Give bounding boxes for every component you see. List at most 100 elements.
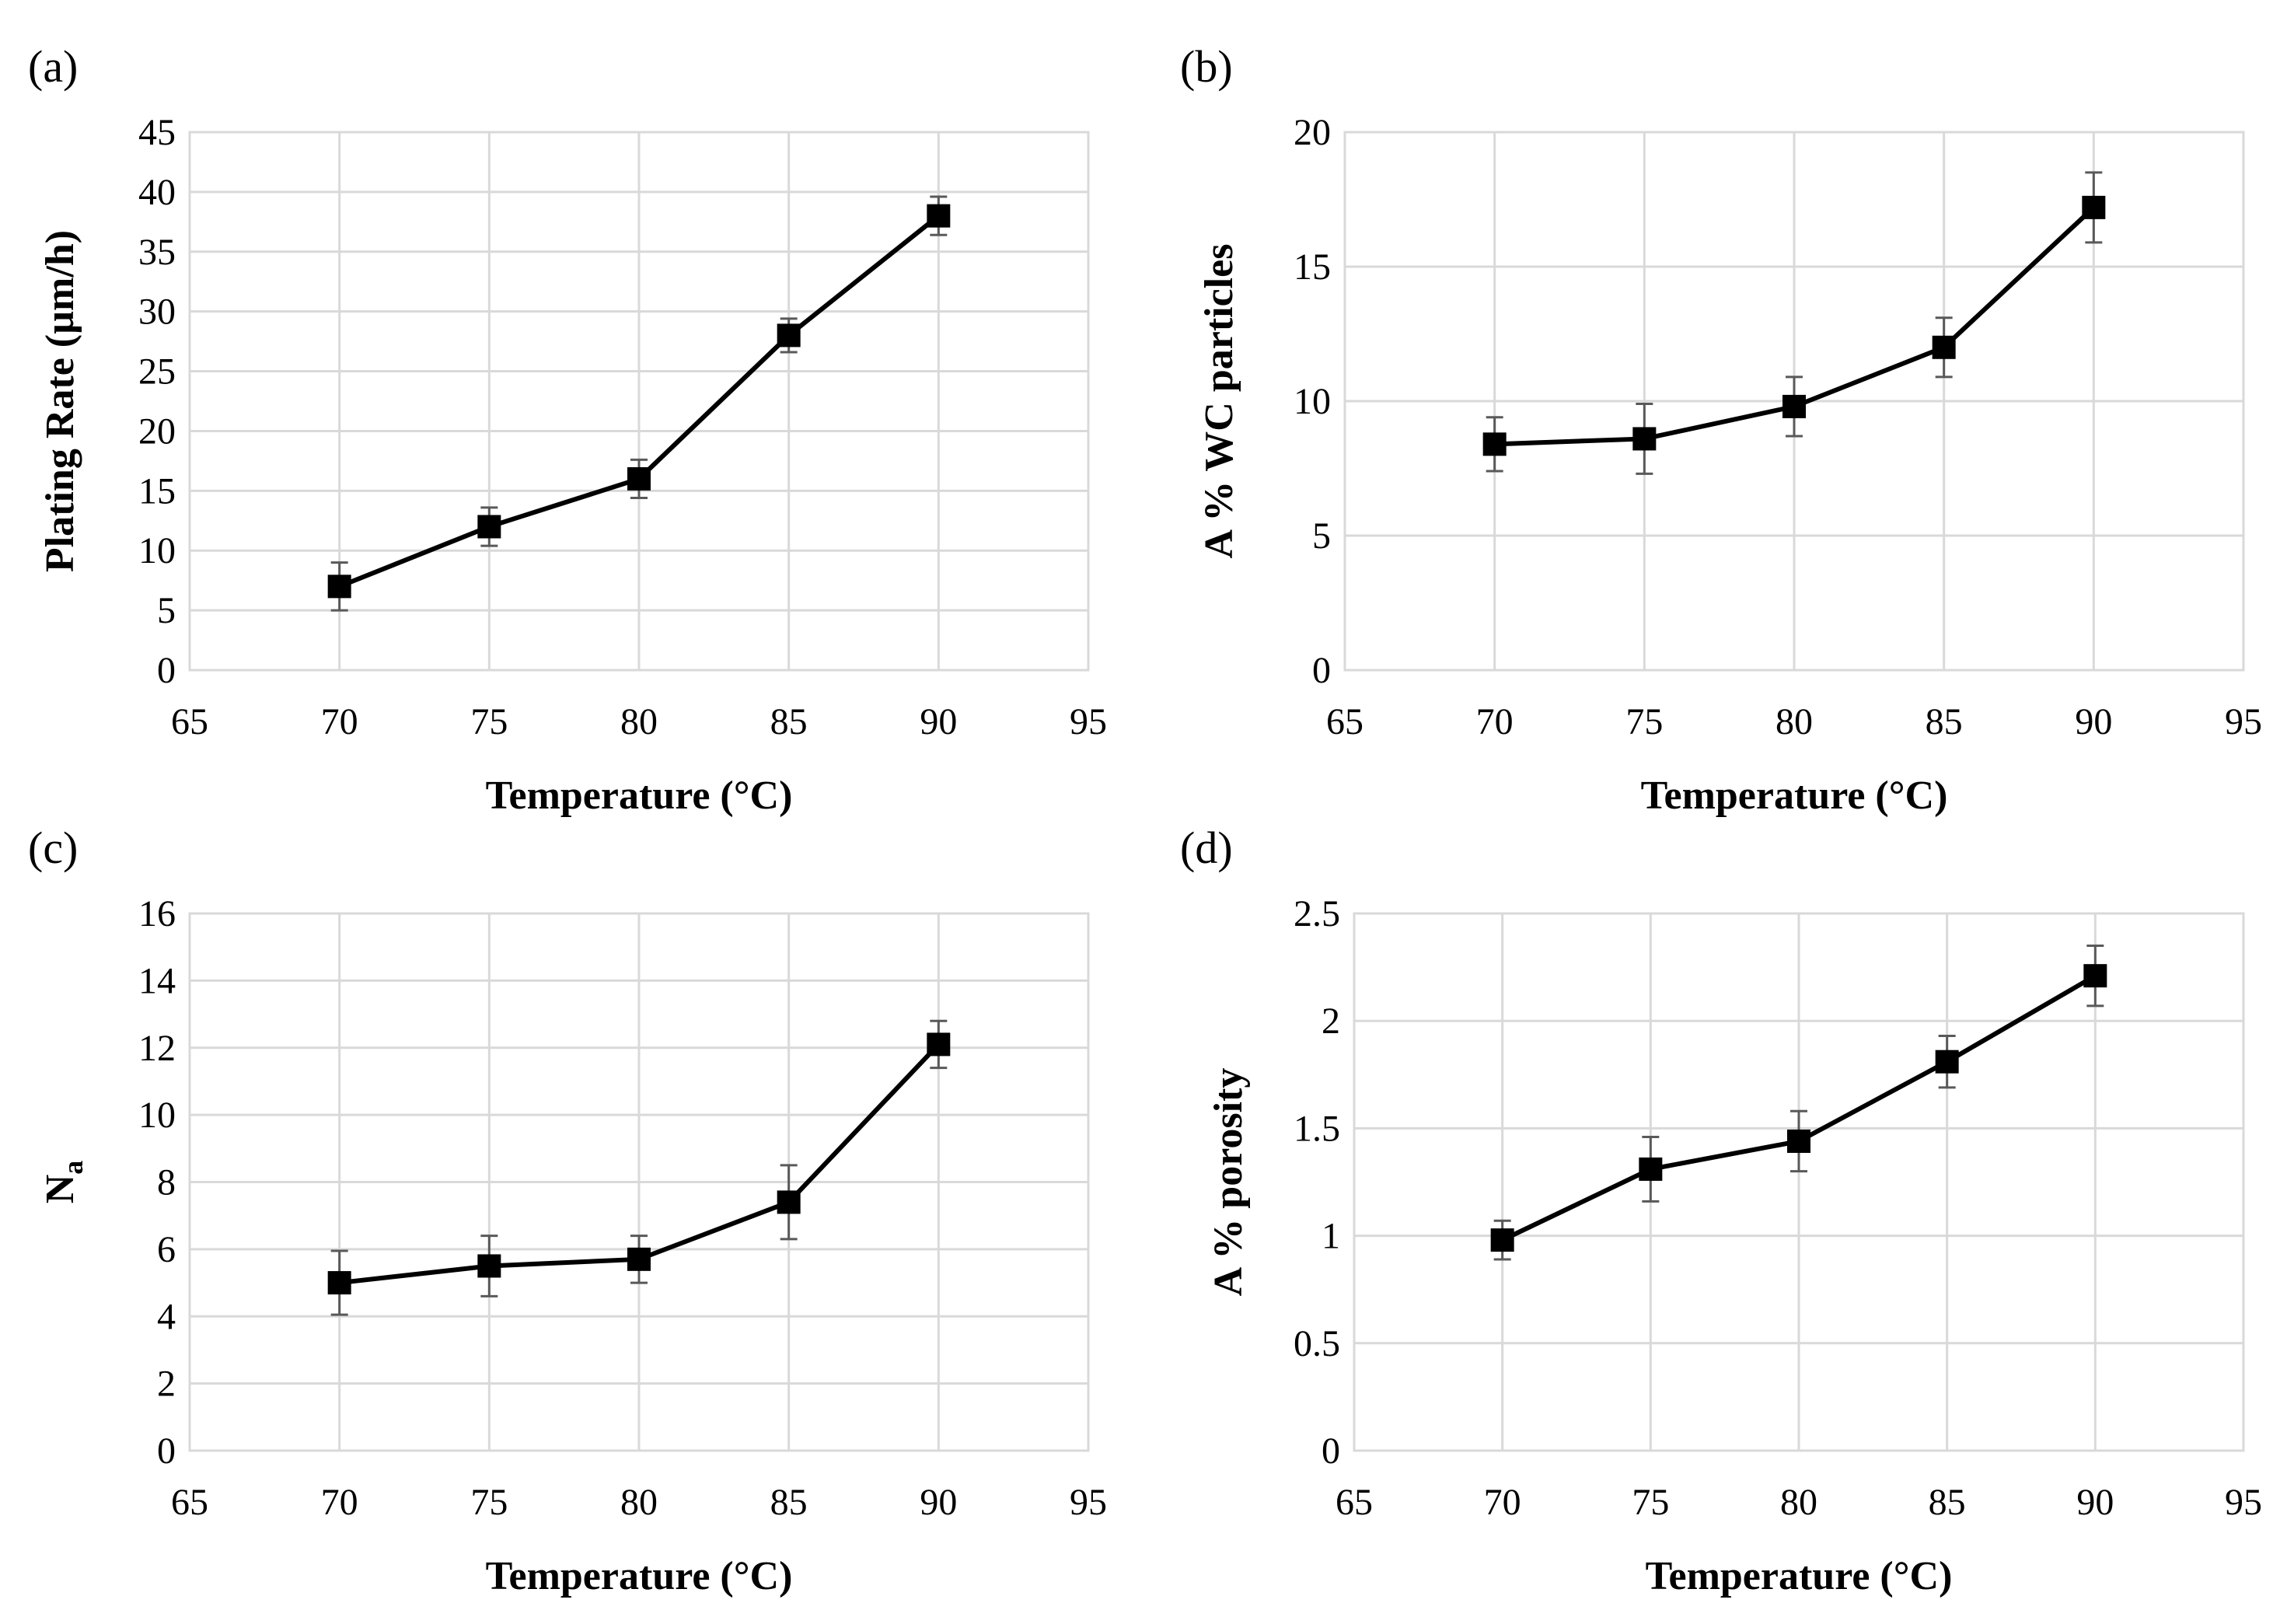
data-point-c [627, 1247, 651, 1271]
x-tick-label-b: 65 [1326, 701, 1363, 742]
y-axis-title-d: A % porosity [1206, 1068, 1251, 1297]
data-point-d [1490, 1228, 1514, 1252]
data-point-d [2083, 964, 2107, 988]
data-point-d [1639, 1157, 1663, 1181]
y-tick-label-a: 5 [157, 590, 176, 631]
x-tick-label-d: 75 [1632, 1482, 1669, 1523]
y-tick-label-a: 30 [138, 292, 176, 333]
x-tick-label-b: 85 [1926, 701, 1963, 742]
y-axis-title-c-main: N [38, 1175, 82, 1204]
y-tick-label-a: 10 [138, 530, 176, 571]
x-tick-label-a: 85 [770, 701, 808, 742]
x-tick-label-c: 90 [920, 1482, 957, 1523]
y-tick-label-c: 4 [157, 1296, 176, 1337]
x-tick-label-b: 70 [1476, 701, 1514, 742]
y-axis-title-c-subscript: a [58, 1161, 89, 1175]
plot-area-c [188, 912, 1090, 1452]
y-tick-label-a: 45 [138, 112, 176, 153]
y-tick-label-d: 1.5 [1294, 1108, 1340, 1149]
data-point-d [1787, 1129, 1810, 1153]
x-tick-label-b: 90 [2075, 701, 2112, 742]
y-tick-label-c: 8 [157, 1162, 176, 1203]
chart-panel-d: (d) 0 0.5 1 1.5 2 2.5 65 70 75 80 85 90 95 Temperat… [1180, 822, 2262, 1598]
panel-label-c: (c) [28, 822, 78, 873]
y-tick-label-b: 5 [1312, 515, 1331, 557]
data-point-b [1782, 394, 1806, 418]
data-point-a [627, 466, 651, 491]
y-tick-label-a: 35 [138, 232, 176, 273]
y-tick-label-a: 0 [157, 650, 176, 691]
x-tick-label-b: 95 [2225, 701, 2262, 742]
x-tick-label-b: 75 [1625, 701, 1663, 742]
x-tick-label-a: 80 [620, 701, 658, 742]
panel-label-d: (d) [1180, 822, 1233, 873]
x-tick-label-d: 70 [1484, 1482, 1521, 1523]
plot-area-b [1343, 131, 2245, 672]
data-point-b [1932, 335, 1956, 359]
data-point-a [777, 323, 801, 348]
y-axis-title-c: Na [38, 1161, 89, 1204]
x-tick-label-c: 70 [321, 1482, 358, 1523]
y-axis-title-b: A % WC particles [1197, 244, 1241, 559]
x-tick-label-c: 95 [1070, 1482, 1107, 1523]
y-tick-label-b: 10 [1294, 381, 1331, 422]
chart-panel-a: (a) 0 5 10 15 20 25 30 35 40 45 65 70 75 80 85 90 95 Te… [28, 41, 1107, 818]
y-tick-label-c: 6 [157, 1229, 176, 1270]
y-tick-label-a: 20 [138, 410, 176, 452]
y-tick-label-c: 10 [138, 1095, 176, 1136]
data-point-b [1632, 427, 1657, 451]
x-tick-label-c: 65 [171, 1482, 208, 1523]
panel-label-a: (a) [28, 41, 78, 92]
x-tick-label-a: 95 [1070, 701, 1107, 742]
x-tick-label-d: 85 [1929, 1482, 1966, 1523]
y-tick-label-d: 2 [1322, 1001, 1340, 1042]
y-tick-label-c: 0 [157, 1430, 176, 1472]
chart-panel-c: (c) 0 2 4 6 8 10 12 14 16 65 70 75 80 85 90 95 Tempera… [28, 822, 1107, 1598]
y-tick-label-a: 25 [138, 351, 176, 393]
data-point-c [777, 1190, 801, 1214]
x-tick-label-a: 65 [171, 701, 208, 742]
y-tick-label-b: 15 [1294, 246, 1331, 288]
y-tick-label-a: 15 [138, 470, 176, 512]
y-tick-label-c: 2 [157, 1364, 176, 1405]
data-point-a [477, 515, 501, 539]
x-tick-label-b: 80 [1775, 701, 1813, 742]
y-tick-label-c: 16 [138, 893, 176, 934]
y-tick-label-b: 0 [1312, 650, 1331, 691]
data-point-a [327, 575, 351, 599]
y-tick-label-b: 20 [1294, 112, 1331, 153]
x-tick-label-c: 85 [770, 1482, 808, 1523]
x-tick-label-c: 80 [620, 1482, 658, 1523]
panel-label-b: (b) [1180, 41, 1233, 92]
x-axis-title-c: Temperature (°C) [486, 1554, 793, 1598]
data-point-c [477, 1254, 501, 1278]
y-tick-label-d: 1 [1322, 1216, 1340, 1257]
plot-area-d [1353, 912, 2245, 1452]
x-tick-label-d: 80 [1780, 1482, 1817, 1523]
data-point-c [327, 1271, 351, 1295]
x-tick-label-a: 70 [321, 701, 358, 742]
x-axis-title-a: Temperature (°C) [486, 774, 793, 818]
y-tick-label-a: 40 [138, 172, 176, 213]
data-point-b [1482, 432, 1507, 456]
y-tick-label-d: 0.5 [1294, 1323, 1340, 1364]
data-point-d [1935, 1049, 1959, 1074]
x-tick-label-d: 90 [2076, 1482, 2114, 1523]
plot-area-a [188, 131, 1090, 672]
y-tick-label-c: 14 [138, 960, 176, 1001]
y-tick-label-c: 12 [138, 1028, 176, 1069]
chart-panel-b: (b) 0 5 10 15 20 65 70 75 80 85 90 95 Temperature … [1180, 41, 2262, 818]
x-tick-label-c: 75 [470, 1482, 508, 1523]
x-tick-label-a: 90 [920, 701, 957, 742]
y-tick-label-d: 0 [1322, 1430, 1340, 1472]
x-axis-title-d: Temperature (°C) [1646, 1554, 1953, 1598]
data-point-b [2082, 195, 2106, 219]
y-axis-title-a: Plating Rate (µm/h) [38, 230, 82, 572]
x-axis-title-b: Temperature (°C) [1641, 774, 1948, 818]
y-tick-label-d: 2.5 [1294, 893, 1340, 934]
x-tick-label-d: 95 [2225, 1482, 2262, 1523]
x-tick-label-d: 65 [1336, 1482, 1373, 1523]
data-point-c [927, 1032, 951, 1056]
data-point-a [927, 204, 951, 228]
